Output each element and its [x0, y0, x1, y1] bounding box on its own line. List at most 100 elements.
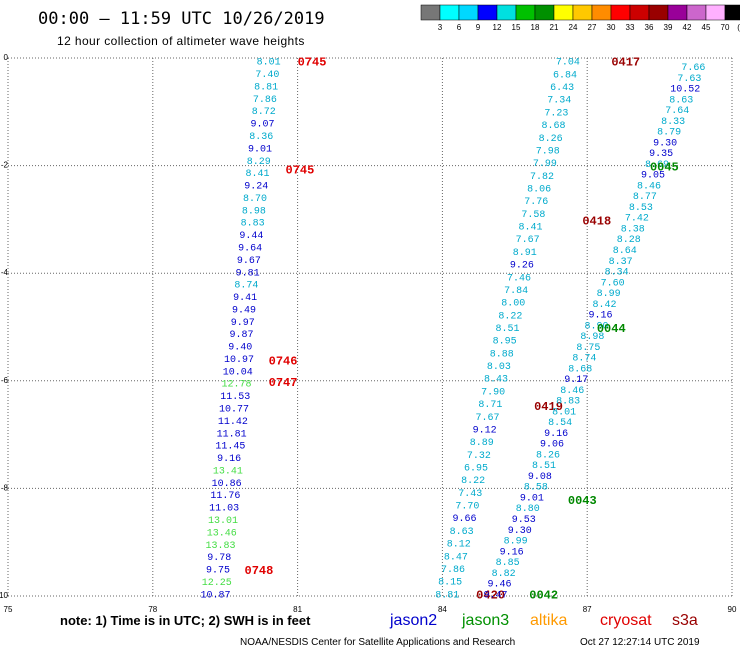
colorbar-swatch	[553, 4, 574, 21]
swh-value: 7.90	[481, 387, 505, 398]
swh-value: 9.64	[238, 243, 262, 254]
swh-value: 8.82	[492, 569, 516, 580]
swh-value: 8.74	[234, 281, 258, 292]
swh-value: 7.46	[507, 273, 531, 284]
swh-value: 9.16	[588, 311, 612, 322]
swh-value: 9.16	[500, 547, 524, 558]
chart-subtitle: 12 hour collection of altimeter wave hei…	[57, 34, 305, 48]
swh-value: 11.53	[220, 392, 250, 403]
colorbar-swatch	[705, 4, 726, 21]
colorbar-swatch	[477, 4, 498, 21]
colorbar-label: 30	[607, 23, 616, 32]
satellite-name: jason3	[461, 612, 509, 629]
colorbar-label: 6	[457, 23, 462, 32]
swh-value: 7.82	[530, 172, 554, 183]
swh-value: 8.98	[242, 206, 266, 217]
swh-value: 8.77	[633, 192, 657, 203]
swh-value: 8.79	[657, 128, 681, 139]
grid-lines	[7, 57, 733, 597]
swh-value: 9.97	[231, 318, 255, 329]
swh-value: 7.86	[441, 565, 465, 576]
time-tag: 0746	[269, 354, 298, 368]
swh-value: 8.26	[536, 450, 560, 461]
time-tag: 0747	[269, 376, 298, 390]
swh-value: 9.44	[239, 231, 263, 242]
swh-value: 8.95	[493, 337, 517, 348]
swh-value: 9.01	[520, 493, 544, 504]
swh-value: 9.67	[237, 256, 261, 267]
colorbar-swatch	[534, 4, 555, 21]
swh-value: 8.36	[249, 132, 273, 143]
swh-value: 8.22	[461, 476, 485, 487]
swh-value: 8.81	[254, 82, 278, 93]
swh-value: 12.78	[222, 380, 252, 391]
swh-value: 9.01	[248, 144, 272, 155]
swh-value: 11.45	[215, 442, 245, 453]
y-tick-label: -4	[1, 268, 9, 277]
swh-value: 9.87	[229, 330, 253, 341]
y-tick-label: -6	[1, 376, 9, 385]
swh-value: 6.95	[464, 463, 488, 474]
footer-timestamp: Oct 27 12:27:14 UTC 2019	[580, 637, 700, 648]
swh-value: 12.25	[202, 578, 232, 589]
swh-value: 10.04	[223, 367, 253, 378]
swh-value: 8.38	[621, 224, 645, 235]
colorbar-label: 45	[702, 23, 711, 32]
swh-value: 8.34	[605, 268, 629, 279]
swh-value: 8.53	[629, 203, 653, 214]
swh-value: 8.63	[669, 95, 693, 106]
swh-value: 9.40	[228, 343, 252, 354]
swh-value: 8.81	[435, 590, 459, 601]
swh-value: 7.70	[455, 502, 479, 513]
swh-value: 9.06	[540, 440, 564, 451]
swh-value: 8.00	[501, 299, 525, 310]
swh-value: 7.98	[536, 146, 560, 157]
swh-value: 8.54	[548, 418, 572, 429]
satellite-name: cryosat	[600, 612, 652, 629]
time-tag: 0045	[650, 161, 679, 175]
colorbar-swatch	[667, 4, 688, 21]
swh-value: 8.22	[498, 311, 522, 322]
swh-value: 9.24	[244, 182, 268, 193]
swh-value: 9.05	[641, 171, 665, 182]
swh-value: 9.17	[564, 375, 588, 386]
colorbar-label: 36	[645, 23, 654, 32]
swh-value: 8.58	[524, 483, 548, 494]
colorbar-swatch	[515, 4, 536, 21]
swh-value: 8.89	[470, 438, 494, 449]
swh-value: 8.28	[617, 235, 641, 246]
axis-ticks: 75 78 81 84 87 90 0 -2 -4 -6 -8 -10	[0, 53, 737, 614]
swh-value: 8.41	[519, 223, 543, 234]
swh-value: 10.87	[201, 590, 231, 601]
colorbar-label: 18	[531, 23, 540, 32]
swh-value: 8.68	[568, 364, 592, 375]
time-tag: 0418	[582, 214, 611, 228]
swh-value: 8.51	[532, 461, 556, 472]
swh-value: 7.32	[467, 451, 491, 462]
colorbar-label: 12	[493, 23, 502, 32]
swh-value: 9.08	[528, 472, 552, 483]
swh-value: 8.15	[438, 578, 462, 589]
swh-value: 11.42	[218, 417, 248, 428]
time-tag: 0417	[611, 56, 640, 70]
swh-value: 7.23	[544, 108, 568, 119]
swh-value: 8.01	[257, 58, 281, 69]
swh-value: 7.40	[255, 70, 279, 81]
x-tick-label: 84	[438, 605, 447, 614]
x-tick-label: 81	[293, 605, 302, 614]
swh-value: 9.16	[544, 429, 568, 440]
colorbar-label: 3	[438, 23, 443, 32]
satellite-name: altika	[530, 612, 567, 629]
swh-value: 7.76	[524, 197, 548, 208]
swh-value: 7.84	[504, 286, 528, 297]
colorbar-label: 15	[512, 23, 521, 32]
swh-value: 9.49	[232, 305, 256, 316]
swh-value: 8.43	[484, 375, 508, 386]
y-tick-label: -8	[1, 483, 9, 492]
colorbar-swatch	[572, 4, 593, 21]
swh-value: 9.30	[508, 526, 532, 537]
x-tick-label: 90	[728, 605, 737, 614]
colorbar-label: 9	[476, 23, 481, 32]
colorbar-swatch	[724, 4, 740, 21]
